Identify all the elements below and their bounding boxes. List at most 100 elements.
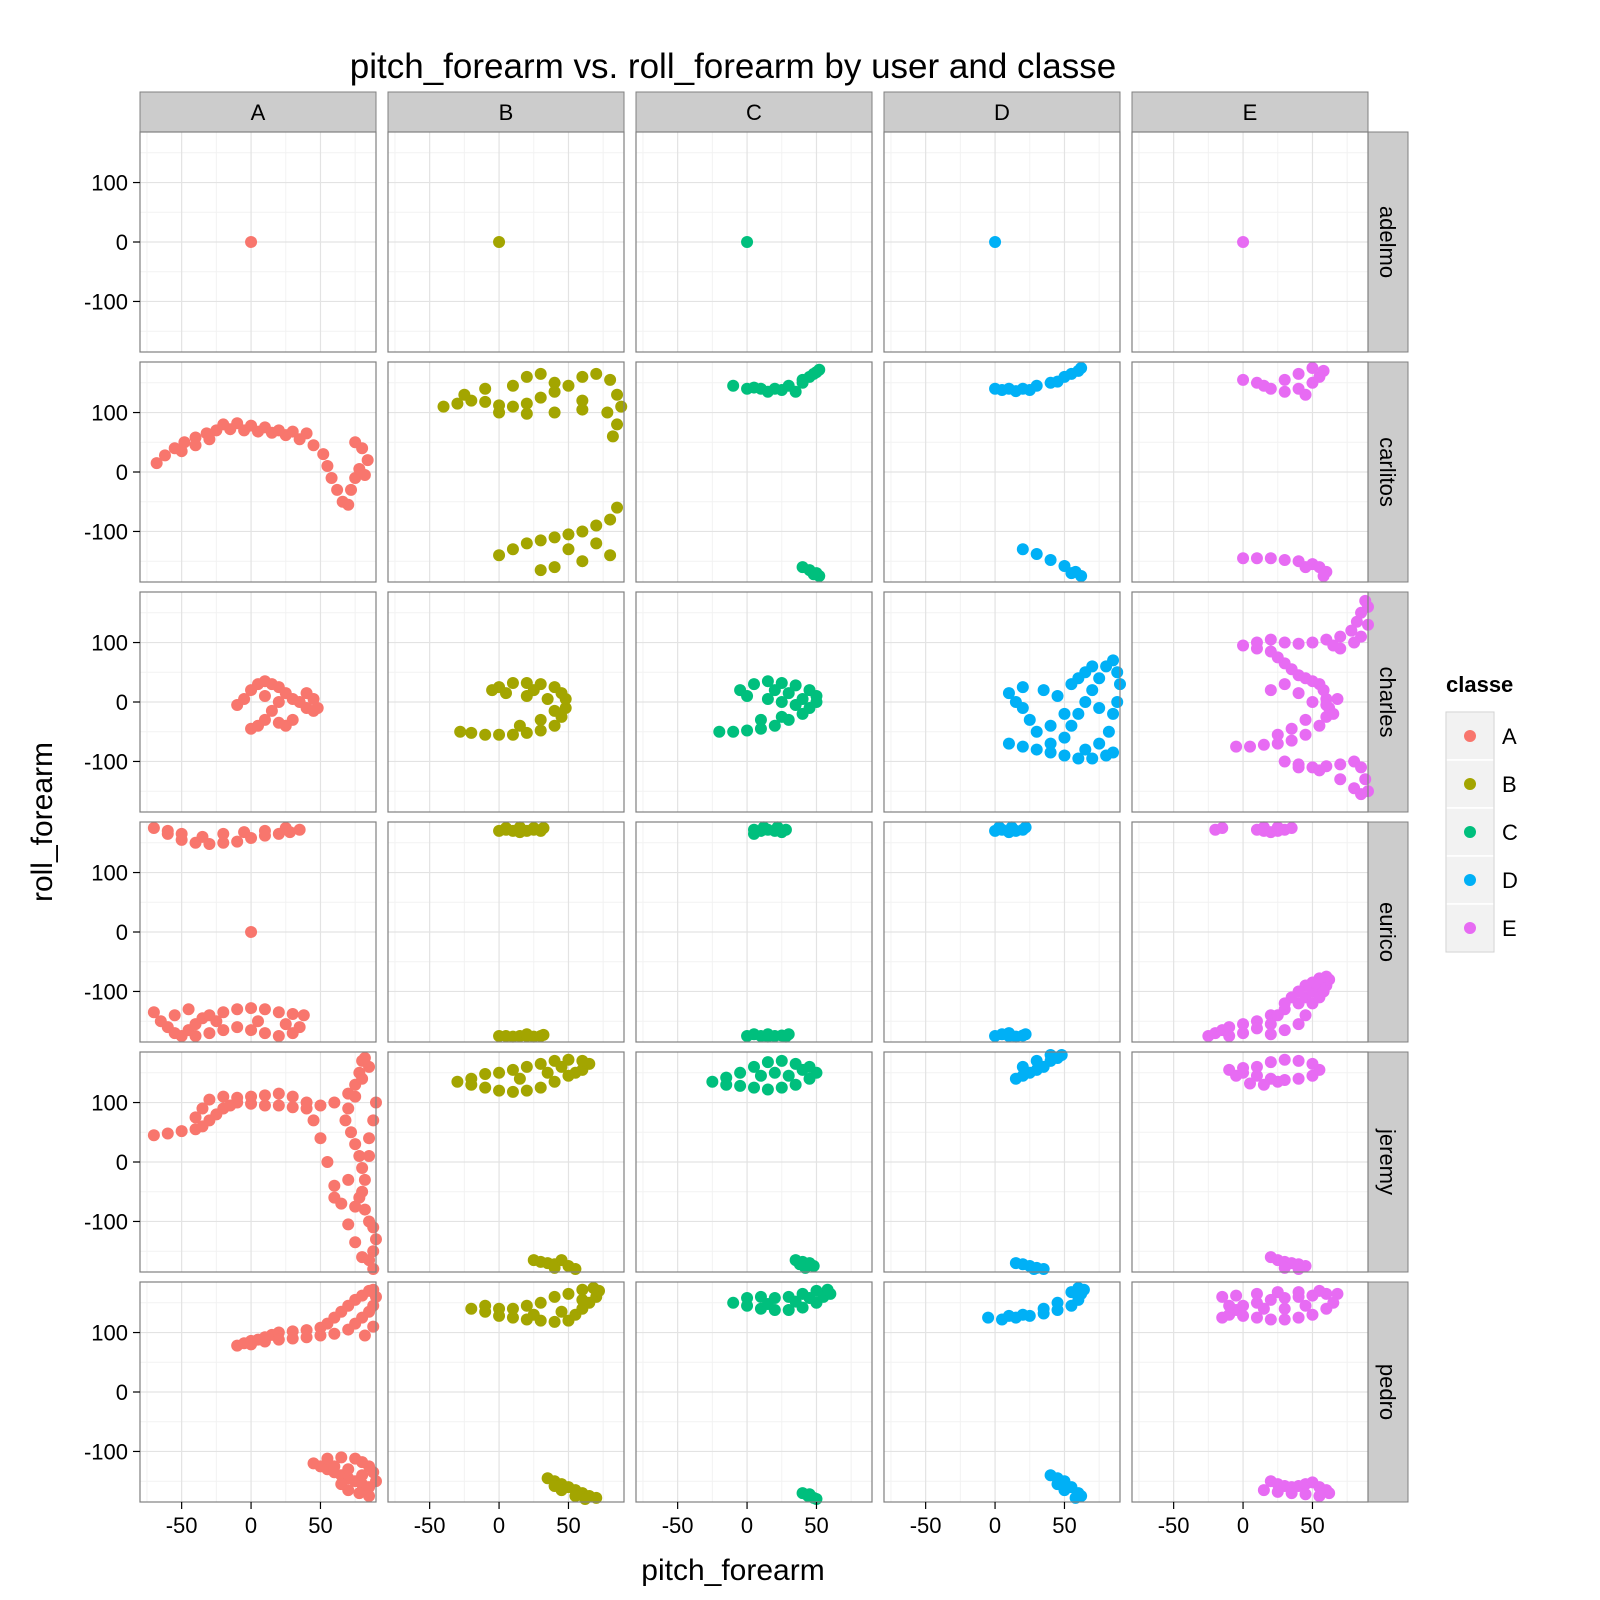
y-tick-label: 0 <box>116 690 128 715</box>
facet-label-column: D <box>994 100 1010 125</box>
data-point <box>258 690 271 703</box>
data-point <box>231 835 244 848</box>
data-point <box>1244 1077 1256 1090</box>
data-point <box>307 1114 320 1127</box>
data-point <box>1334 630 1347 643</box>
data-point <box>1306 1057 1319 1070</box>
data-point <box>161 1127 174 1140</box>
data-point <box>231 1021 244 1034</box>
y-tick-label: -100 <box>84 749 128 774</box>
data-point <box>342 1218 355 1231</box>
x-tick-label: 50 <box>804 1513 828 1538</box>
data-point <box>555 1305 568 1318</box>
data-point <box>534 367 547 380</box>
data-point <box>1030 743 1043 756</box>
data-point <box>1264 684 1277 697</box>
data-point <box>1264 552 1277 565</box>
data-point <box>356 1161 369 1174</box>
data-point <box>363 1490 376 1503</box>
facet-panel <box>1131 1051 1369 1276</box>
data-point <box>328 1179 341 1192</box>
data-point <box>1299 1299 1312 1312</box>
panel-border <box>883 821 1121 1043</box>
data-point <box>258 1089 271 1102</box>
data-point <box>231 417 244 430</box>
data-point <box>286 1101 299 1114</box>
data-point <box>1030 548 1043 561</box>
data-point <box>527 684 540 697</box>
data-point <box>1093 701 1106 714</box>
data-point <box>1313 719 1326 732</box>
data-point <box>258 1027 271 1040</box>
data-point <box>548 531 561 544</box>
facet-panel <box>883 361 1121 583</box>
data-point <box>775 1081 788 1094</box>
data-point <box>1278 1053 1291 1066</box>
data-point <box>541 693 554 706</box>
data-point <box>1237 373 1250 386</box>
facet-panel <box>883 1048 1121 1276</box>
data-point <box>1264 645 1277 658</box>
data-point <box>451 1075 464 1088</box>
data-point <box>328 1327 341 1340</box>
panel-border <box>883 1281 1121 1503</box>
data-point <box>1216 1290 1229 1303</box>
facet-panel <box>635 821 873 1043</box>
data-point <box>1002 1027 1015 1040</box>
data-point <box>465 726 478 739</box>
data-point <box>727 725 740 738</box>
legend-swatch <box>1464 730 1476 742</box>
data-point <box>1292 1263 1305 1276</box>
data-point <box>761 1056 774 1069</box>
data-point <box>203 1027 216 1040</box>
data-point <box>611 418 624 431</box>
data-point <box>754 722 767 735</box>
data-point <box>1102 725 1115 738</box>
data-point <box>493 728 506 741</box>
data-point <box>520 370 533 383</box>
data-point <box>601 406 614 419</box>
data-point <box>342 1102 355 1115</box>
facet-strip-column <box>635 91 873 133</box>
data-point <box>606 430 619 443</box>
data-point <box>768 1066 781 1079</box>
data-point <box>506 543 519 556</box>
data-point <box>363 1060 376 1073</box>
data-point <box>1278 385 1291 398</box>
data-point <box>238 826 251 839</box>
data-point <box>1292 687 1305 700</box>
data-point <box>479 1299 492 1312</box>
legend-title: classe <box>1446 672 1513 697</box>
data-point <box>493 1084 506 1097</box>
data-point <box>486 684 499 697</box>
data-point <box>1278 1302 1291 1315</box>
data-point <box>1317 364 1330 377</box>
data-point <box>272 1099 285 1112</box>
data-point <box>147 1006 160 1019</box>
data-point <box>1079 743 1092 756</box>
data-point <box>734 1079 747 1092</box>
data-point <box>1002 1309 1015 1322</box>
facet-label-row: carlitos <box>1375 437 1400 507</box>
facet-panel <box>883 591 1126 813</box>
panel-border <box>387 821 625 1043</box>
data-point <box>1037 684 1050 697</box>
facet-strip-row <box>1367 1051 1409 1273</box>
data-point <box>189 1111 202 1124</box>
data-point <box>576 394 589 407</box>
x-axis-title: pitch_forearm <box>641 1554 824 1587</box>
data-point <box>1223 1030 1236 1043</box>
data-point <box>1075 570 1088 583</box>
data-point <box>1237 552 1250 565</box>
data-point <box>720 1071 733 1084</box>
data-point <box>1271 821 1284 834</box>
data-point <box>761 1083 774 1096</box>
data-point <box>1093 672 1106 685</box>
panel-border <box>387 131 625 353</box>
y-tick-label: 0 <box>116 230 128 255</box>
data-point <box>1237 236 1250 248</box>
data-point <box>454 725 467 738</box>
legend-swatch <box>1464 826 1476 838</box>
data-point <box>300 427 313 440</box>
